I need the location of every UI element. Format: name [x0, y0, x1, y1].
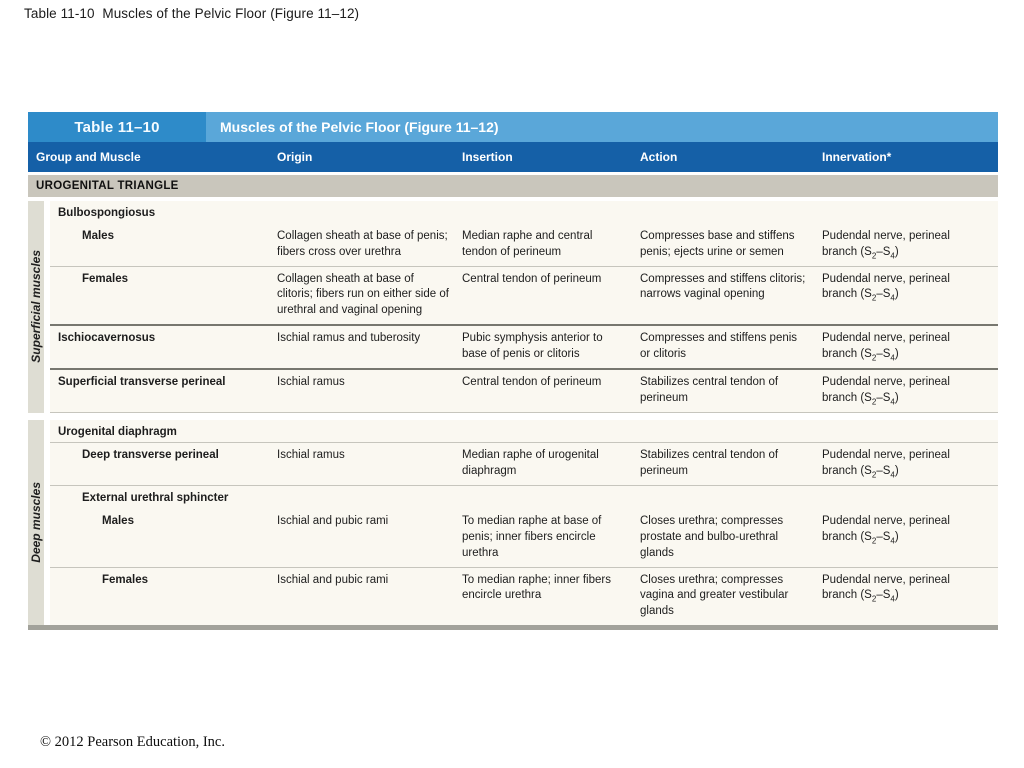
slide-title: Table 11-10 Muscles of the Pelvic Floor … — [24, 6, 360, 21]
rows-container: Bulbospongiosus Males Collagen sheath at b… — [50, 201, 998, 413]
insertion-cell: Median raphe and central tendon of perin… — [462, 229, 593, 258]
table-title-bar: Table 11–10 Muscles of the Pelvic Floor … — [28, 112, 998, 142]
action-cell: Stabilizes central tendon of perineum — [640, 449, 779, 478]
table-row: Males Collagen sheath at base of penis; f… — [50, 223, 998, 267]
innervation-cell: Pudendal nerve, perineal branch (S2–S4) — [822, 573, 950, 604]
table-bottom-edge — [28, 625, 998, 631]
copyright-text: © 2012 Pearson Education, Inc. — [40, 734, 225, 750]
column-header-origin: Origin — [277, 150, 313, 164]
side-strip-label: Deep muscles — [29, 482, 43, 563]
table-row: Females Collagen sheath at base of clitor… — [50, 266, 998, 327]
muscle-label: Females — [82, 272, 129, 285]
insertion-cell: Median raphe of urogenital diaphragm — [462, 449, 599, 478]
action-cell: Closes urethra; compresses prostate and … — [640, 515, 784, 559]
muscle-label: Females — [102, 573, 149, 586]
side-strip: Superficial muscles — [28, 201, 44, 413]
origin-cell: Ischial ramus — [277, 449, 345, 462]
table-number-label: Table 11–10 — [28, 112, 206, 142]
table: Table 11–10 Muscles of the Pelvic Floor … — [28, 112, 998, 631]
innervation-cell: Pudendal nerve, perineal branch (S2–S4) — [822, 449, 950, 480]
origin-cell: Collagen sheath at base of penis; fibers… — [277, 229, 448, 258]
origin-cell: Ischial and pubic rami — [277, 573, 389, 586]
table-row: Superficial transverse perineal Ischial r… — [50, 369, 998, 413]
innervation-cell: Pudendal nerve, perineal branch (S2–S4) — [822, 272, 950, 303]
innervation-cell: Pudendal nerve, perineal branch (S2–S4) — [822, 515, 950, 546]
muscle-label: External urethral sphincter — [82, 492, 229, 505]
column-header-group-and-muscle: Group and Muscle — [36, 150, 141, 164]
table-body: Superficial muscles Bulbospongiosus Males C… — [28, 197, 998, 626]
table-row: Bulbospongiosus — [50, 201, 998, 224]
action-cell: Compresses and stiffens penis or clitori… — [640, 332, 798, 361]
action-cell: Closes urethra; compresses vagina and gr… — [640, 573, 789, 618]
muscle-label: Urogenital diaphragm — [58, 425, 177, 438]
column-header-row: Group and Muscle Origin Insertion Action… — [28, 142, 998, 172]
table-row: Deep transverse perineal Ischial ramus Med… — [50, 443, 998, 487]
muscle-label: Superficial transverse perineal — [58, 375, 226, 388]
muscle-label: Bulbospongiosus — [58, 207, 156, 219]
insertion-cell: Central tendon of perineum — [462, 375, 602, 388]
table-title: Muscles of the Pelvic Floor (Figure 11–1… — [206, 112, 998, 142]
innervation-cell: Pudendal nerve, perineal branch (S2–S4) — [822, 229, 950, 261]
side-strip: Deep muscles — [28, 419, 44, 626]
muscle-group-section: Superficial muscles Bulbospongiosus Males C… — [28, 201, 998, 413]
origin-cell: Collagen sheath at base of clitoris; fib… — [277, 272, 449, 317]
insertion-cell: Central tendon of perineum — [462, 272, 602, 285]
origin-cell: Ischial ramus — [277, 375, 345, 388]
column-header-action: Action — [640, 150, 678, 164]
table-row: Ischiocavernosus Ischial ramus and tubero… — [50, 326, 998, 370]
action-cell: Compresses and stiffens clitoris; narrow… — [640, 272, 806, 301]
muscle-label: Males — [82, 229, 114, 242]
insertion-cell: Pubic symphysis anterior to base of peni… — [462, 332, 603, 361]
origin-cell: Ischial ramus and tuberosity — [277, 332, 421, 345]
innervation-cell: Pudendal nerve, perineal branch (S2–S4) — [822, 332, 950, 363]
divider-gap — [28, 172, 998, 175]
origin-cell: Ischial and pubic rami — [277, 515, 389, 528]
innervation-cell: Pudendal nerve, perineal branch (S2–S4) — [822, 375, 950, 407]
muscle-group-section: Deep muscles Urogenital diaphragm Deep tra… — [28, 419, 998, 626]
muscle-label: Ischiocavernosus — [58, 332, 156, 345]
table-row: Females Ischial and pubic rami To median r… — [50, 567, 998, 626]
insertion-cell: To median raphe at base of penis; inner … — [462, 515, 602, 559]
muscle-label: Males — [102, 515, 134, 528]
rows-container: Urogenital diaphragm Deep transverse peri… — [50, 419, 998, 626]
side-strip-label: Superficial muscles — [29, 250, 43, 364]
table-row: Urogenital diaphragm — [50, 419, 998, 444]
section-banner: UROGENITAL TRIANGLE — [28, 175, 998, 197]
muscle-label: Deep transverse perineal — [82, 449, 219, 462]
column-header-insertion: Insertion — [462, 150, 513, 164]
action-cell: Compresses base and stiffens penis; ejec… — [640, 229, 795, 258]
insertion-cell: To median raphe; inner fibers encircle u… — [462, 573, 611, 602]
table-row: Males Ischial and pubic rami To median rap… — [50, 509, 998, 568]
column-header-innervation: Innervation* — [822, 150, 892, 164]
table-row: External urethral sphincter — [50, 486, 998, 510]
action-cell: Stabilizes central tendon of perineum — [640, 375, 779, 404]
